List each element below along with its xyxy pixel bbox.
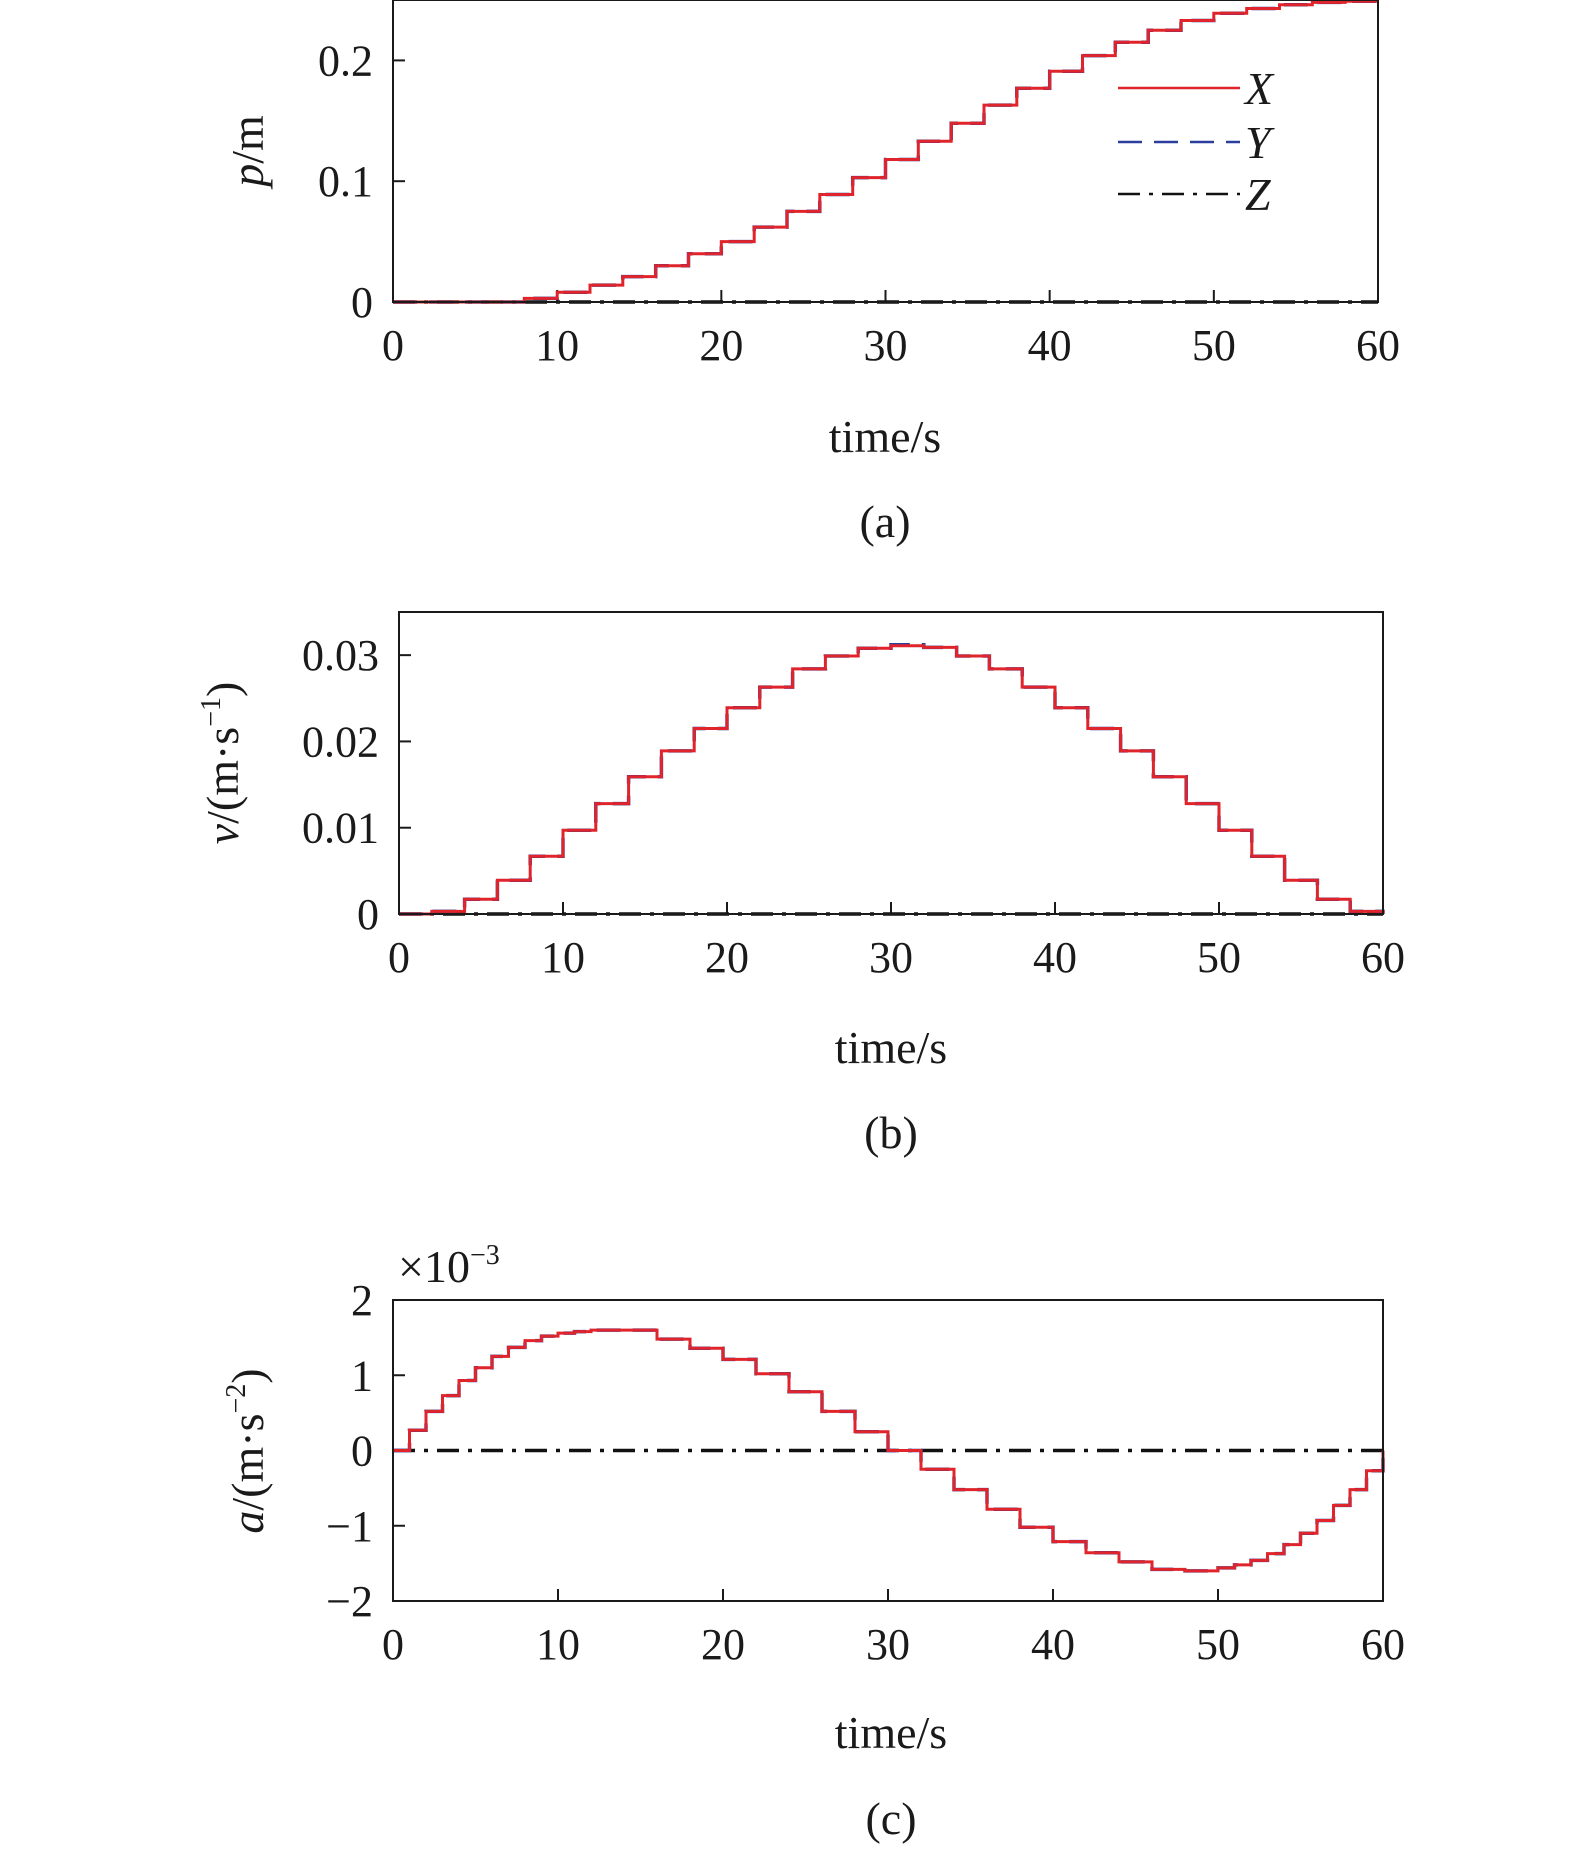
panel-c-xtick-label: 40 bbox=[1031, 1620, 1075, 1669]
panel-a-series-x-line bbox=[393, 0, 1378, 304]
panel-b-series-y-line bbox=[399, 643, 1385, 916]
panel-b-xtick-label: 20 bbox=[705, 933, 749, 982]
panel-a-xtick-label: 30 bbox=[864, 321, 908, 370]
legend: X Y Z bbox=[1118, 63, 1275, 220]
panel-c: 0 10 20 30 40 50 60 −2 −1 0 1 2 ×10−3 time/s a/(m·s… bbox=[221, 1240, 1405, 1844]
panel-c-series-x-line bbox=[393, 1328, 1385, 1573]
panel-b-xtick-label: 0 bbox=[388, 933, 410, 982]
panel-b-xtick-label: 50 bbox=[1197, 933, 1241, 982]
panel-b-xtick-label: 60 bbox=[1361, 933, 1405, 982]
panel-a-series bbox=[393, 0, 1378, 304]
panel-a: 0 10 20 30 40 50 60 0 0.1 0.2 time/s p/m (a) X Y … bbox=[222, 0, 1400, 547]
panel-c-ytick-label: 2 bbox=[351, 1276, 373, 1325]
legend-label-x: X bbox=[1243, 63, 1275, 114]
panel-c-ytick-label: 1 bbox=[351, 1351, 373, 1400]
panel-c-caption: (c) bbox=[865, 1793, 916, 1844]
panel-c-xtick-label: 0 bbox=[382, 1620, 404, 1669]
panel-a-ytick-label: 0.1 bbox=[318, 157, 373, 206]
panel-c-xtick-label: 60 bbox=[1361, 1620, 1405, 1669]
panel-b-ticks: 0 10 20 30 40 50 60 0 0.01 0.02 0.03 bbox=[302, 631, 1405, 982]
panel-b-frame bbox=[398, 611, 1384, 915]
panel-c-ytick-label: −1 bbox=[326, 1502, 373, 1551]
panel-c-scale-note: ×10−3 bbox=[398, 1240, 500, 1292]
panel-c-xtick-label: 30 bbox=[866, 1620, 910, 1669]
panel-c-xtick-label: 50 bbox=[1196, 1620, 1240, 1669]
panel-a-xtick-label: 20 bbox=[699, 321, 743, 370]
panel-b-ytick-label: 0 bbox=[357, 890, 379, 939]
panel-a-xlabel: time/s bbox=[829, 411, 941, 462]
panel-c-xtick-label: 20 bbox=[701, 1620, 745, 1669]
panel-a-ticks: 0 10 20 30 40 50 60 0 0.1 0.2 bbox=[318, 36, 1400, 370]
panel-b-xtick-label: 40 bbox=[1033, 933, 1077, 982]
panel-a-caption: (a) bbox=[859, 496, 910, 547]
panel-b: 0 10 20 30 40 50 60 0 0.01 0.02 0.03 time/s v/(m·s… bbox=[196, 611, 1405, 1158]
panel-b-series bbox=[399, 643, 1385, 916]
panel-b-ytick-label: 0.03 bbox=[302, 631, 379, 680]
panel-c-ytick-label: −2 bbox=[326, 1577, 373, 1626]
panel-b-xlabel: time/s bbox=[835, 1022, 947, 1073]
panel-c-frame bbox=[392, 1299, 1384, 1602]
panel-b-xtick-label: 10 bbox=[541, 933, 585, 982]
panel-a-ytick-label: 0 bbox=[351, 278, 373, 327]
panel-c-series bbox=[393, 1328, 1385, 1573]
legend-label-y: Y bbox=[1245, 117, 1275, 168]
panel-a-xtick-label: 50 bbox=[1192, 321, 1236, 370]
panel-c-ytick-label: 0 bbox=[351, 1427, 373, 1476]
panel-b-ylabel: v/(m·s−1) bbox=[196, 682, 248, 845]
panel-a-xtick-label: 60 bbox=[1356, 321, 1400, 370]
panel-a-frame bbox=[392, 0, 1379, 303]
panel-b-ytick-label: 0.01 bbox=[302, 804, 379, 853]
panel-c-ylabel: a/(m·s−2) bbox=[221, 1368, 273, 1533]
panel-b-ytick-label: 0.02 bbox=[302, 717, 379, 766]
legend-label-z: Z bbox=[1245, 169, 1271, 220]
panel-b-caption: (b) bbox=[864, 1107, 918, 1158]
panel-c-xtick-label: 10 bbox=[536, 1620, 580, 1669]
panel-a-ytick-label: 0.2 bbox=[318, 36, 373, 85]
panel-a-xtick-label: 10 bbox=[535, 321, 579, 370]
panel-c-ticks: 0 10 20 30 40 50 60 −2 −1 0 1 2 bbox=[326, 1276, 1405, 1669]
panel-a-xtick-label: 0 bbox=[382, 321, 404, 370]
panel-a-series-y-line bbox=[393, 0, 1378, 304]
panel-a-ylabel: p/m bbox=[222, 115, 273, 190]
panel-c-xlabel: time/s bbox=[835, 1707, 947, 1758]
panel-a-xtick-label: 40 bbox=[1028, 321, 1072, 370]
panel-b-xtick-label: 30 bbox=[869, 933, 913, 982]
panel-b-series-x-line bbox=[399, 644, 1385, 916]
